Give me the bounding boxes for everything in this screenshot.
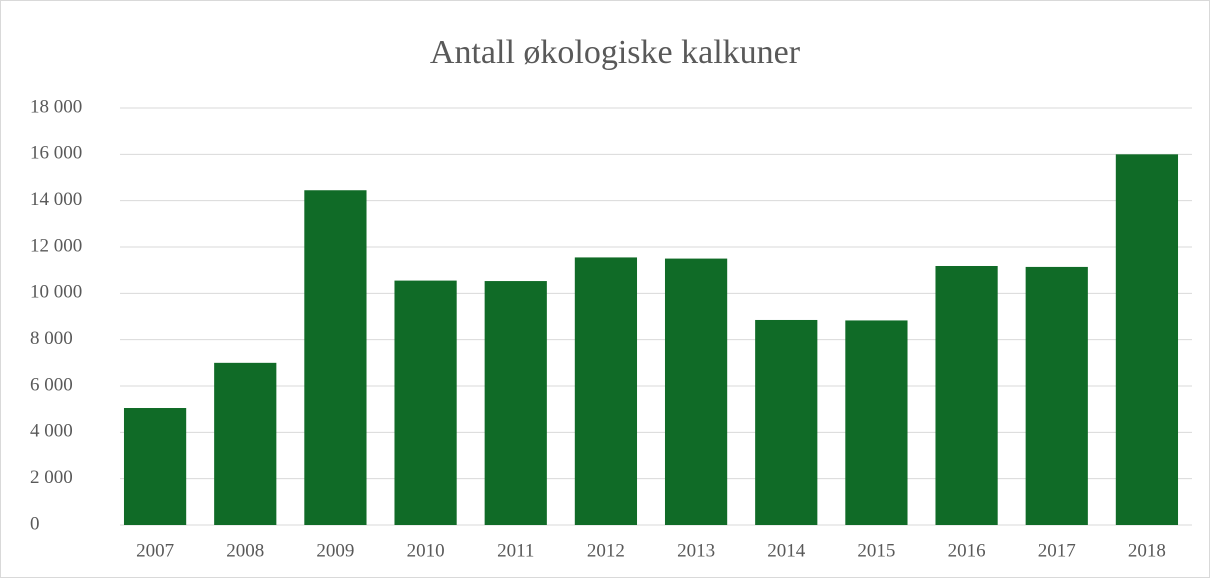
bar: [1025, 266, 1088, 525]
x-tick-label: 2010: [407, 540, 445, 561]
bar: [845, 320, 908, 525]
x-tick-label: 2009: [316, 540, 354, 561]
x-tick-label: 2011: [497, 540, 534, 561]
y-tick-label: 14 000: [30, 189, 82, 210]
y-tick-label: 2 000: [30, 467, 73, 488]
bar: [484, 281, 547, 525]
bar: [304, 190, 367, 525]
y-tick-label: 16 000: [30, 143, 82, 164]
x-tick-label: 2017: [1038, 540, 1076, 561]
x-tick-label: 2007: [136, 540, 174, 561]
bar: [123, 408, 187, 525]
bar: [394, 280, 457, 525]
y-tick-label: 8 000: [30, 328, 73, 349]
x-tick-label: 2015: [857, 540, 895, 561]
y-tick-label: 0: [30, 513, 40, 534]
x-tick-label: 2018: [1128, 540, 1166, 561]
y-tick-label: 18 000: [30, 96, 82, 117]
bar: [574, 257, 638, 525]
y-tick-label: 4 000: [30, 421, 73, 442]
y-tick-label: 6 000: [30, 374, 73, 395]
x-tick-label: 2013: [677, 540, 715, 561]
x-tick-label: 2012: [587, 540, 625, 561]
x-tick-label: 2014: [767, 540, 806, 561]
y-tick-label: 12 000: [30, 235, 82, 256]
bar: [755, 319, 818, 525]
bar: [214, 362, 277, 525]
x-tick-label: 2008: [226, 540, 264, 561]
chart-title: Antall økologiske kalkuner: [430, 34, 801, 71]
y-tick-label: 10 000: [30, 282, 82, 303]
x-tick-label: 2016: [948, 540, 986, 561]
bar: [1115, 154, 1179, 526]
bar: [664, 258, 728, 525]
bar: [935, 265, 998, 525]
